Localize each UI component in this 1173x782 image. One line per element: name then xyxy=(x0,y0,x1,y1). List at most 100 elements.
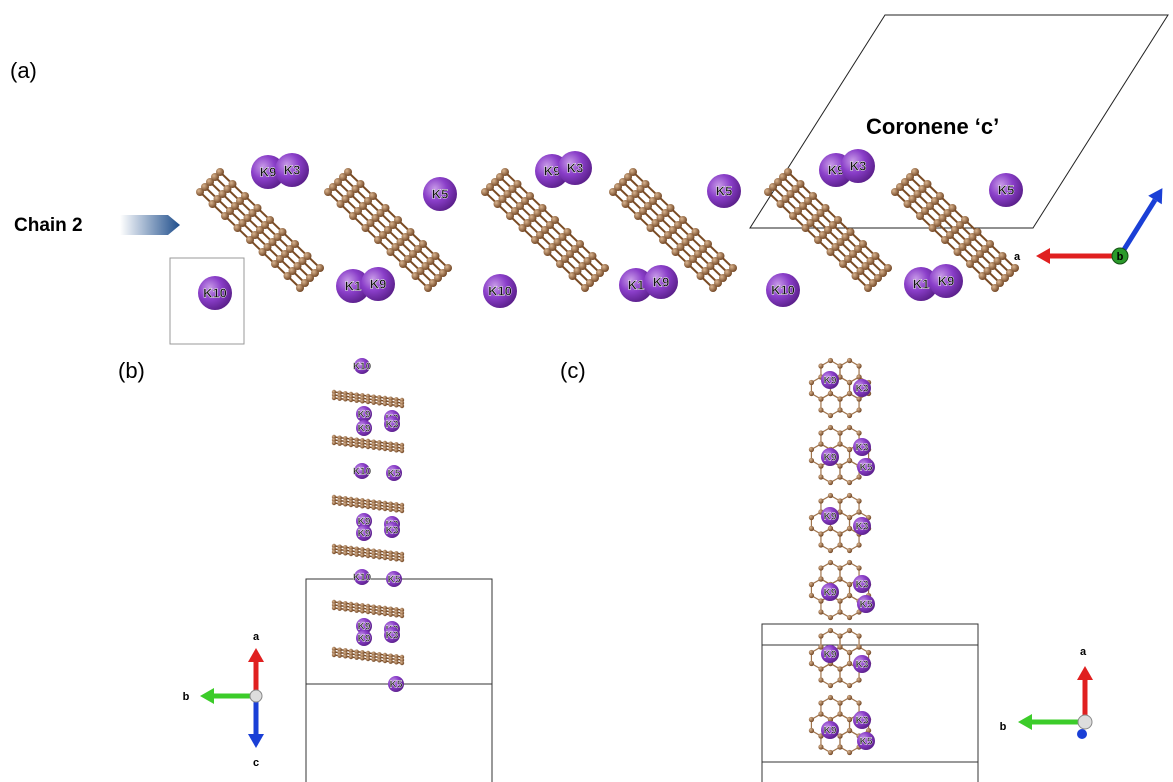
carbon xyxy=(343,502,347,506)
atom-label: K10 xyxy=(353,362,372,373)
atom-label: K9 xyxy=(824,512,837,523)
atom-label: K9 xyxy=(824,376,837,387)
coronene xyxy=(332,495,404,513)
atom-label: K9 xyxy=(358,424,371,435)
carbon xyxy=(388,447,392,451)
carbon xyxy=(692,228,700,236)
carbon xyxy=(856,542,861,547)
carbon xyxy=(357,180,365,188)
atom-label: K10 xyxy=(353,573,372,584)
carbon xyxy=(828,480,833,485)
carbon xyxy=(837,407,842,412)
carbon xyxy=(847,750,852,755)
carbon xyxy=(394,216,402,224)
ring xyxy=(821,563,840,585)
carbon xyxy=(847,413,852,418)
carbon xyxy=(856,700,861,705)
carbon xyxy=(847,515,852,520)
carbon xyxy=(837,498,842,503)
carbon xyxy=(241,192,249,200)
carbon xyxy=(809,593,814,598)
carbon xyxy=(856,474,861,479)
carbon xyxy=(383,659,387,663)
ring xyxy=(840,631,859,653)
axis-label: a xyxy=(1080,646,1087,658)
carbon xyxy=(828,560,833,565)
panel-label: (c) xyxy=(560,358,586,383)
atom-label: K3 xyxy=(856,660,869,671)
carbon xyxy=(601,264,609,272)
ring xyxy=(840,361,859,383)
carbon xyxy=(254,204,262,212)
axis-head xyxy=(248,648,264,662)
carbon xyxy=(383,447,387,451)
atom-label: K3 xyxy=(284,162,301,177)
carbon xyxy=(383,612,387,616)
carbon xyxy=(837,609,842,614)
carbon xyxy=(343,654,347,658)
carbon xyxy=(371,657,375,661)
carbon xyxy=(337,606,341,610)
carbon xyxy=(872,252,880,260)
carbon xyxy=(837,576,842,581)
carbon xyxy=(332,550,336,554)
carbon xyxy=(828,683,833,688)
carbon xyxy=(366,400,370,404)
atom-label: K9 xyxy=(260,164,277,179)
carbon xyxy=(828,358,833,363)
carbon xyxy=(366,505,370,509)
axis-label: c xyxy=(253,757,259,769)
carbon xyxy=(349,655,353,659)
axis-label: b xyxy=(1000,721,1007,733)
carbon xyxy=(388,402,392,406)
carbon xyxy=(354,443,358,447)
carbon xyxy=(383,556,387,560)
carbon xyxy=(837,677,842,682)
axis-label: a xyxy=(1014,251,1021,263)
atom-label: K3 xyxy=(386,420,399,431)
carbon xyxy=(360,553,364,557)
atom-label: K3 xyxy=(567,160,584,175)
carbon xyxy=(394,660,398,664)
carbon xyxy=(349,398,353,402)
carbon xyxy=(809,391,814,396)
carbon xyxy=(360,609,364,613)
atom-label: K3 xyxy=(386,631,399,642)
ring xyxy=(821,698,840,720)
carbon xyxy=(847,425,852,430)
axis-label: a xyxy=(253,631,260,643)
carbon xyxy=(679,216,687,224)
atom-label: K5 xyxy=(860,463,873,474)
carbon xyxy=(856,363,861,368)
carbon xyxy=(818,633,823,638)
carbon xyxy=(884,264,892,272)
carbon xyxy=(216,168,224,176)
atom-label: K1 xyxy=(345,278,362,293)
carbon xyxy=(809,728,814,733)
carbon xyxy=(847,628,852,633)
carbon xyxy=(366,554,370,558)
carbon xyxy=(501,168,509,176)
carbon xyxy=(974,228,982,236)
carbon xyxy=(383,402,387,406)
atom-label: K5 xyxy=(390,680,403,691)
carbon xyxy=(343,607,347,611)
carbon xyxy=(388,659,392,663)
carbon xyxy=(828,750,833,755)
carbon xyxy=(856,509,861,514)
carbon xyxy=(400,449,404,453)
carbon xyxy=(343,442,347,446)
carbon xyxy=(847,391,852,396)
carbon xyxy=(629,168,637,176)
carbon xyxy=(911,168,919,176)
carbon xyxy=(229,180,237,188)
carbon xyxy=(847,380,852,385)
carbon xyxy=(828,548,833,553)
carbon xyxy=(856,396,861,401)
carbon xyxy=(704,240,712,248)
carbon xyxy=(847,526,852,531)
panel-label: (a) xyxy=(10,58,37,83)
carbon xyxy=(828,391,833,396)
carbon xyxy=(837,430,842,435)
axis-origin xyxy=(1078,715,1092,729)
